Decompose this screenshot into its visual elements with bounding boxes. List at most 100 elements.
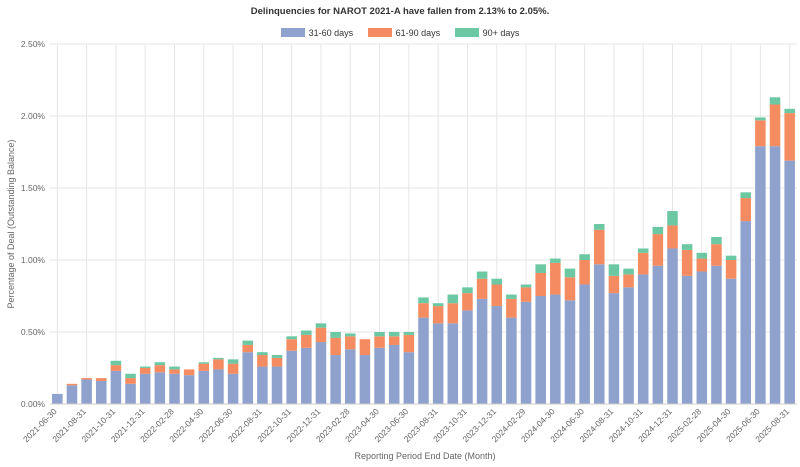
bar-segment-3 [535, 264, 546, 273]
bar-segment-2 [579, 260, 590, 285]
bar-segment-3 [550, 258, 561, 263]
bar-segment-3 [315, 323, 327, 328]
bar-segment-2 [418, 303, 429, 318]
y-tick-label: 1.50% [21, 183, 46, 193]
bar-segment-1 [550, 294, 561, 404]
bar-segment-1 [784, 160, 795, 404]
legend-item-90-plus[interactable]: 90+ days [454, 28, 519, 38]
bar-segment-3 [769, 97, 781, 105]
bar-segment-1 [125, 383, 136, 404]
bar-segment-1 [154, 372, 166, 404]
bar-segment-1 [183, 375, 195, 404]
bar-segment-2 [227, 363, 239, 374]
bar-segment-1 [169, 373, 180, 404]
bar-segment-1 [623, 287, 634, 404]
bar-segment-2 [447, 303, 459, 324]
legend-label-31-60: 31-60 days [308, 28, 354, 38]
bar-segment-3 [110, 360, 122, 366]
bar-segment-3 [740, 192, 752, 199]
y-tick-label: 1.00% [21, 255, 46, 265]
bar-segment-2 [725, 260, 737, 279]
bar-segment-3 [139, 366, 151, 368]
bar-segment-3 [286, 336, 297, 340]
bar-segment-1 [110, 370, 122, 404]
legend-label-61-90: 61-90 days [395, 28, 441, 38]
bar-segment-2 [784, 113, 795, 161]
bar-segment-2 [66, 383, 78, 386]
bar-segment-1 [139, 373, 151, 404]
bar-segment-1 [52, 393, 63, 404]
bar-segment-3 [564, 268, 576, 278]
bar-segment-1 [257, 366, 268, 404]
bar-segment-3 [403, 332, 415, 335]
bar-segment-1 [301, 347, 312, 404]
bar-segment-1 [315, 342, 327, 404]
bar-segment-3 [154, 362, 166, 366]
bar-segment-3 [374, 332, 385, 337]
bar-segment-2 [286, 339, 297, 351]
bar-segment-1 [403, 352, 415, 404]
bar-segment-1 [227, 373, 239, 404]
bar-segment-1 [491, 306, 503, 404]
bar-segment-3 [388, 332, 400, 337]
bar-segment-2 [476, 278, 488, 299]
bar-segment-2 [169, 369, 180, 374]
bar-segment-1 [506, 317, 517, 404]
bar-segment-1 [374, 347, 385, 404]
bar-segment-1 [740, 221, 752, 404]
bar-segment-2 [769, 104, 781, 147]
bar-segment-2 [623, 274, 634, 288]
bar-segment-1 [242, 352, 254, 404]
bar-segment-3 [506, 294, 517, 299]
bar-segment-1 [593, 264, 605, 404]
bar-segment-1 [637, 274, 649, 404]
bar-segment-2 [520, 287, 532, 302]
bar-segment-3 [623, 268, 634, 275]
bar-segment-1 [432, 323, 444, 404]
legend-item-31-60[interactable]: 31-60 days [280, 28, 354, 38]
bar-segment-3 [447, 294, 459, 304]
bar-segment-2 [301, 334, 312, 348]
bar-segment-2 [95, 378, 107, 381]
bar-segment-1 [608, 293, 620, 404]
bar-segment-2 [608, 275, 620, 294]
bar-segment-1 [755, 146, 766, 405]
bar-segment-2 [330, 337, 341, 356]
chart-title: Delinquencies for NAROT 2021-A have fall… [250, 6, 550, 17]
bar-segment-1 [652, 265, 664, 404]
legend-swatch-90-plus [454, 28, 479, 37]
legend-item-61-90[interactable]: 61-90 days [367, 28, 441, 38]
bar-segment-3 [652, 226, 664, 235]
bar-segment-2 [667, 225, 678, 249]
bar-segment-1 [95, 380, 107, 404]
bar-segment-3 [301, 330, 312, 335]
bar-segment-3 [725, 255, 737, 260]
bar-segment-2 [696, 258, 708, 272]
bar-segment-2 [242, 344, 254, 353]
bar-segment-2 [374, 336, 385, 348]
y-tick-label: 2.00% [21, 111, 46, 121]
bar-segment-1 [711, 265, 722, 404]
legend: 31-60 days 61-90 days 90+ days [0, 28, 800, 38]
bar-segment-2 [740, 198, 752, 222]
legend-swatch-61-90 [367, 28, 392, 37]
bar-segment-3 [169, 366, 180, 370]
bar-segment-2 [432, 306, 444, 324]
bar-segment-2 [257, 355, 268, 367]
bar-segment-2 [81, 378, 92, 380]
bar-segment-3 [593, 224, 605, 230]
bar-segment-1 [462, 310, 473, 404]
bar-segment-3 [755, 117, 766, 121]
bar-segment-3 [271, 355, 283, 358]
bar-segment-2 [344, 336, 356, 350]
bar-segment-3 [608, 264, 620, 276]
y-tick-label: 0.00% [21, 399, 46, 409]
x-axis-title: Reporting Period End Date (Month) [354, 451, 496, 461]
bar-segment-3 [520, 284, 532, 288]
bar-segment-1 [344, 349, 356, 404]
bar-segment-3 [667, 211, 678, 226]
bar-segment-3 [637, 248, 649, 253]
bar-segment-1 [286, 350, 297, 404]
